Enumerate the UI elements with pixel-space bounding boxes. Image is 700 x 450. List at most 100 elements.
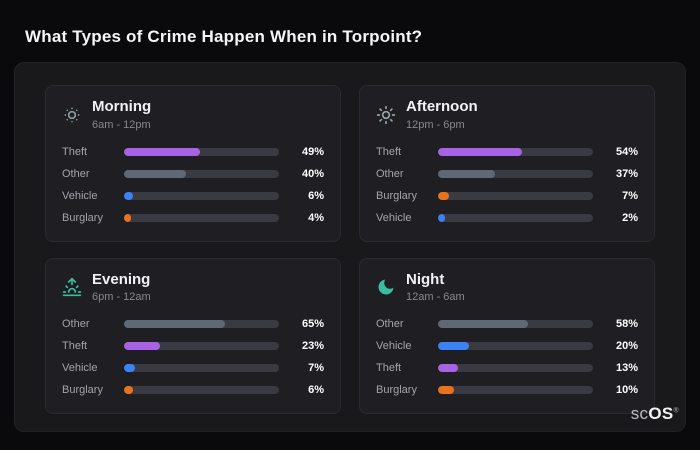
- bar-track: [124, 191, 279, 200]
- panel-subtitle: 12am - 6am: [406, 291, 465, 303]
- bar-track: [124, 364, 279, 372]
- bar-row: Theft 13%: [376, 357, 638, 379]
- bar-track: [124, 169, 279, 178]
- registered-mark: ®: [673, 407, 679, 415]
- panel-subtitle: 12pm - 6pm: [406, 118, 465, 131]
- panel-title: Afternoon: [406, 98, 478, 115]
- bar-row: Other 58%: [376, 313, 638, 335]
- sun-icon: [376, 105, 396, 125]
- bar-label: Vehicle: [62, 362, 98, 374]
- bar-fill: [124, 147, 200, 156]
- bar-row: Vehicle 7%: [62, 357, 324, 379]
- bar-value: 7%: [308, 362, 324, 374]
- bar-label: Other: [62, 318, 90, 330]
- bar-value: 7%: [622, 189, 638, 202]
- panel-afternoon: Afternoon 12pm - 6pm Theft 54% Other 37%…: [359, 85, 655, 242]
- bar-value: 6%: [308, 384, 324, 396]
- bar-value: 54%: [615, 145, 638, 158]
- bar-label: Theft: [62, 340, 88, 352]
- bar-fill: [438, 364, 459, 372]
- bar-row: Theft 54%: [376, 141, 638, 163]
- bar-value: 13%: [615, 362, 638, 374]
- bar-track: [438, 169, 593, 178]
- panel-heading: Afternoon 12pm - 6pm: [406, 98, 478, 131]
- panel-evening: Evening 6pm - 12am Other 65% Theft 23% V…: [45, 257, 341, 414]
- bar-label: Burglary: [376, 189, 417, 202]
- bar-value: 6%: [308, 189, 324, 202]
- bar-row: Theft 23%: [62, 335, 324, 357]
- bar-track: [124, 320, 279, 328]
- panel-title: Evening: [92, 270, 151, 288]
- bar-value: 58%: [615, 318, 638, 330]
- bar-label: Theft: [376, 145, 402, 158]
- bar-fill: [124, 386, 134, 394]
- bar-row: Other 65%: [62, 313, 324, 335]
- bar-value: 2%: [622, 211, 638, 224]
- bar-value: 4%: [308, 211, 324, 224]
- bar-fill: [438, 386, 454, 394]
- bar-row: Vehicle 20%: [376, 335, 638, 357]
- bar-value: 37%: [615, 167, 638, 180]
- bar-row: Other 37%: [376, 163, 638, 185]
- bar-label: Vehicle: [376, 211, 412, 224]
- bar-fill: [438, 147, 522, 156]
- bar-value: 23%: [301, 340, 324, 352]
- panel-morning: Morning 6am - 12pm Theft 49% Other 40% V…: [45, 85, 341, 242]
- panel-title: Night: [406, 270, 445, 288]
- bar-fill: [124, 191, 134, 200]
- bar-track: [124, 342, 279, 350]
- moon-icon: [376, 277, 396, 297]
- panel-night: Night 12am - 6am Other 58% Vehicle 20% T…: [359, 257, 655, 414]
- panel-subtitle: 6pm - 12am: [92, 291, 151, 303]
- bar-fill: [124, 213, 131, 222]
- sun-dim-icon: [62, 105, 82, 125]
- bar-value: 65%: [301, 318, 324, 330]
- bar-fill: [438, 342, 469, 350]
- panel-heading: Evening 6pm - 12am: [92, 270, 151, 303]
- bar-label: Other: [376, 318, 404, 330]
- bar-fill: [438, 320, 528, 328]
- panel-header: Evening 6pm - 12am: [62, 270, 324, 303]
- brand-logo: scOS®: [631, 405, 679, 422]
- bar-row: Vehicle 6%: [62, 185, 324, 207]
- bar-row: Burglary 4%: [62, 207, 324, 229]
- bar-row: Theft 49%: [62, 141, 324, 163]
- bar-track: [438, 386, 593, 394]
- bar-row: Burglary 10%: [376, 379, 638, 401]
- panel-heading: Morning 6am - 12pm: [92, 98, 151, 130]
- bar-rows: Other 65% Theft 23% Vehicle 7% Burglary …: [62, 313, 324, 403]
- bar-track: [438, 213, 593, 222]
- bar-label: Other: [62, 167, 90, 180]
- bar-track: [438, 147, 593, 156]
- bar-label: Other: [376, 167, 404, 180]
- bar-label: Burglary: [376, 384, 417, 396]
- bar-fill: [124, 342, 160, 350]
- brand-suffix: OS: [648, 404, 674, 423]
- bar-row: Vehicle 2%: [376, 207, 638, 229]
- bar-fill: [438, 169, 496, 178]
- bar-label: Theft: [376, 362, 402, 374]
- bar-track: [438, 342, 593, 350]
- bar-track: [438, 320, 593, 328]
- bar-label: Vehicle: [62, 189, 98, 202]
- panel-header: Night 12am - 6am: [376, 270, 638, 303]
- bar-track: [438, 191, 593, 200]
- bar-label: Theft: [62, 145, 88, 158]
- bar-label: Burglary: [62, 384, 103, 396]
- bar-value: 10%: [615, 384, 638, 396]
- bar-fill: [438, 213, 445, 222]
- bar-label: Vehicle: [376, 340, 412, 352]
- bar-value: 40%: [301, 167, 324, 180]
- panel-header: Morning 6am - 12pm: [62, 98, 324, 131]
- bar-track: [124, 386, 279, 394]
- bar-fill: [438, 191, 449, 200]
- bar-row: Burglary 7%: [376, 185, 638, 207]
- bar-value: 49%: [301, 145, 324, 158]
- bar-track: [124, 213, 279, 222]
- bar-track: [124, 147, 279, 156]
- bar-fill: [124, 364, 135, 372]
- bar-rows: Theft 49% Other 40% Vehicle 6% Burglary …: [62, 141, 324, 231]
- bar-label: Burglary: [62, 211, 103, 224]
- page-title: What Types of Crime Happen When in Torpo…: [25, 27, 423, 46]
- sunset-icon: [62, 277, 82, 297]
